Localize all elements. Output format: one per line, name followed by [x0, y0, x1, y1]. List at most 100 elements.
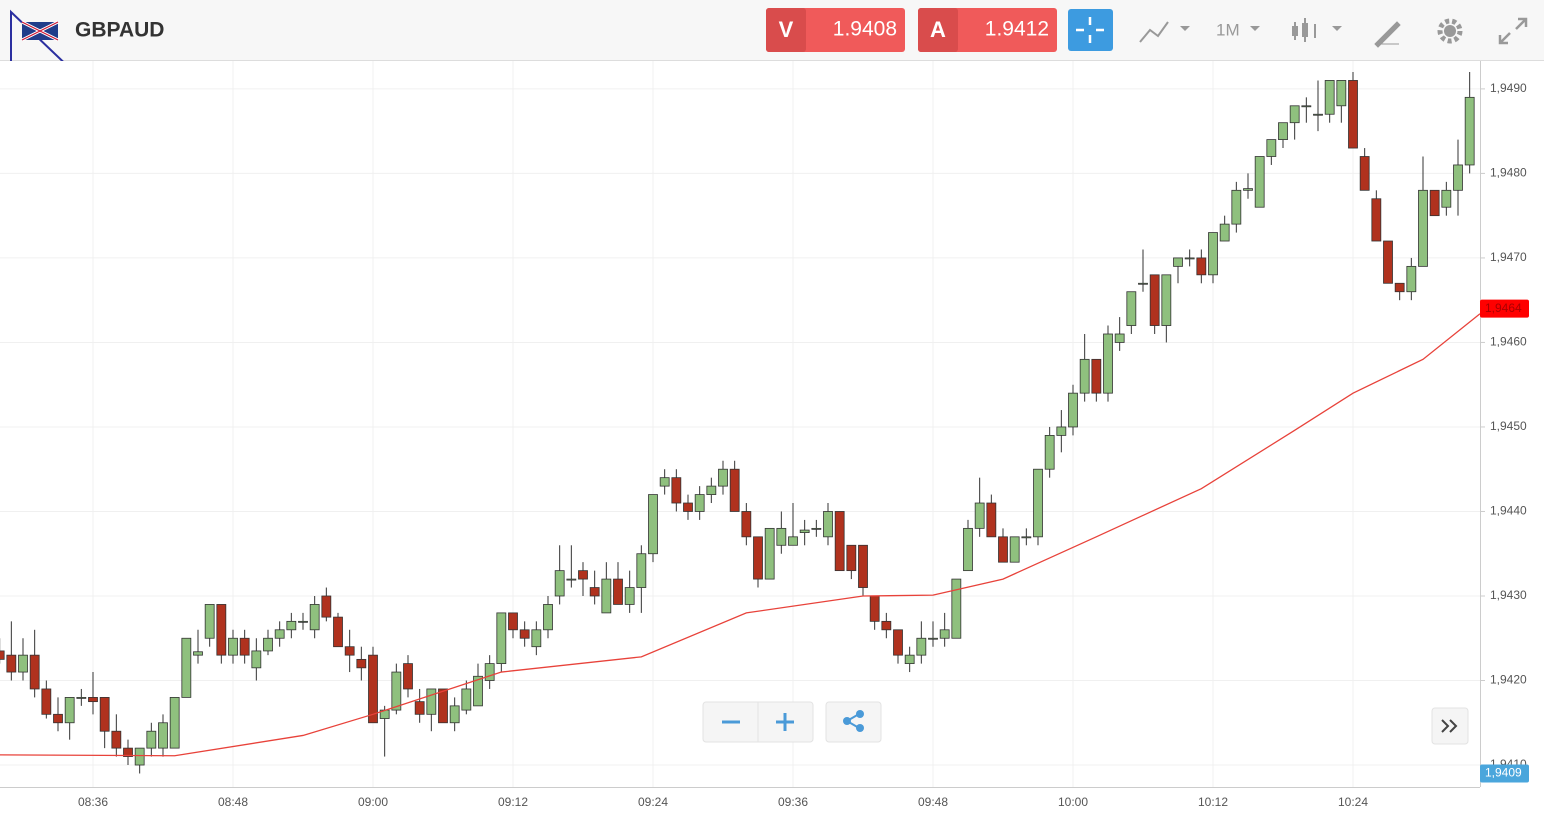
share-bg [825, 701, 882, 743]
candle-body [1161, 274, 1172, 326]
candle-body [88, 697, 98, 703]
crosshair-button[interactable] [1068, 9, 1113, 51]
fullscreen-icon[interactable] [1498, 17, 1528, 45]
timeframe[interactable]: 1M [1216, 20, 1240, 39]
candle-body [1068, 392, 1078, 428]
settings-icon-core [1444, 25, 1456, 37]
y-tick-label: 1,9480 [1490, 166, 1527, 180]
candle-body [216, 604, 227, 656]
candle-body [904, 654, 915, 665]
candle-body [1243, 188, 1253, 191]
candle-body [566, 578, 577, 581]
candle-body [1289, 105, 1300, 124]
candle-body [449, 705, 460, 724]
candle-body [659, 477, 670, 487]
buy-button[interactable]: A 1.9412 [918, 8, 1057, 52]
candle-body [1114, 333, 1125, 343]
candle-body [939, 629, 950, 639]
candle-body [1278, 122, 1288, 141]
candle-body [1219, 223, 1230, 242]
candle-body [1324, 80, 1335, 115]
candle-body [508, 612, 518, 631]
candle-body [484, 663, 495, 681]
candle-body [0, 650, 5, 660]
zoom-controls [702, 701, 1469, 745]
candle-body [146, 730, 157, 749]
crosshair-icon [1076, 17, 1104, 43]
ma-price-label-bg [1480, 299, 1529, 318]
candle-body [1441, 189, 1452, 208]
x-tick-label: 09:24 [638, 795, 668, 809]
candle-body [729, 468, 740, 512]
candle-body [694, 494, 705, 512]
draw-icon[interactable] [1374, 21, 1401, 48]
x-tick-label: 09:12 [498, 795, 528, 809]
dropdown-arrow [1180, 26, 1190, 31]
candle-body [414, 701, 425, 715]
candle-body [963, 527, 973, 572]
candle-body [951, 578, 962, 639]
candle-body [123, 747, 133, 757]
candle-body [169, 697, 180, 749]
ma-price-label: 1,9464 [1485, 301, 1522, 315]
candle-body [1418, 189, 1428, 267]
candle-body [1044, 435, 1055, 470]
candle-body [753, 536, 763, 580]
candle-body [391, 671, 402, 711]
candle-body [671, 477, 682, 504]
candle-body [298, 620, 308, 623]
share-dot [856, 710, 864, 718]
candle-body [344, 646, 355, 656]
candle-body [263, 637, 273, 652]
candle-body [1254, 156, 1265, 208]
candle-body [438, 688, 448, 724]
symbol: GBPAUD [75, 19, 164, 42]
candle-body [1021, 536, 1032, 539]
candle-body [636, 553, 647, 588]
candle-body [76, 697, 87, 699]
sell-label-bg [766, 8, 806, 52]
sell-button[interactable]: V 1.9408 [766, 8, 905, 52]
candle-body [333, 616, 343, 648]
candle-body [543, 604, 553, 631]
crosshair-bg [1068, 9, 1113, 51]
y-tick-label: 1,9430 [1490, 588, 1527, 602]
candle-body [578, 570, 588, 580]
candle-body [1266, 139, 1277, 157]
candle-body [834, 511, 845, 572]
x-tick-label: 09:36 [778, 795, 808, 809]
candle-body [228, 637, 238, 656]
candle-body [1231, 189, 1242, 225]
scroll-end-icon[interactable] [1441, 719, 1458, 733]
candle-body [1429, 189, 1440, 217]
candle-body [53, 713, 63, 724]
candle-body [18, 654, 28, 673]
candle-body [356, 658, 367, 669]
candle-body [893, 629, 903, 656]
dropdown-arrow [1332, 26, 1342, 31]
candle-body [916, 637, 927, 656]
candle-body [158, 722, 168, 749]
candle-body [648, 494, 658, 555]
candle-body [426, 688, 437, 715]
zoom-in[interactable] [776, 713, 794, 731]
candle-body [1313, 113, 1323, 116]
candle-body [181, 637, 192, 698]
candle-body [858, 544, 868, 588]
x-tick-label: 09:48 [918, 795, 948, 809]
settings-icon[interactable] [1437, 18, 1463, 44]
candle-body [718, 468, 728, 487]
candle-body [881, 620, 892, 631]
sell-label: V [779, 17, 794, 42]
candle-body [6, 654, 17, 673]
x-tick-label: 10:12 [1198, 795, 1228, 809]
candle-body [1359, 156, 1370, 191]
moving-average [0, 313, 1481, 757]
chart-type-icon[interactable] [1139, 21, 1169, 43]
candle-body [403, 663, 413, 690]
candle-body [986, 502, 997, 538]
candle-body [1348, 80, 1358, 149]
buy-label: A [930, 17, 946, 42]
buy-price: 1.9412 [985, 18, 1049, 41]
candle-body [321, 595, 332, 618]
